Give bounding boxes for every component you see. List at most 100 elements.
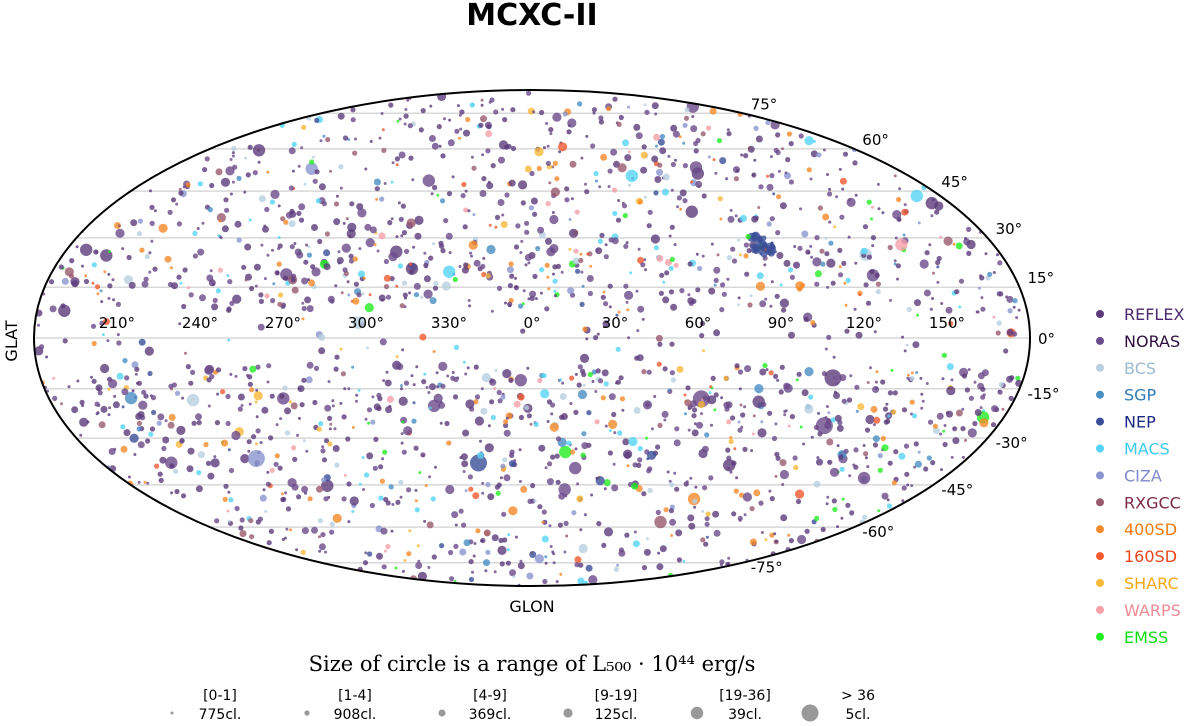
cluster-point [417, 571, 427, 581]
cluster-point [789, 414, 796, 420]
cluster-point [351, 426, 355, 429]
cluster-point [644, 268, 647, 272]
cluster-point [618, 549, 626, 557]
cluster-point [296, 494, 302, 500]
longitude-tick-labels: 210° 240° 270° 300° 330° 0° 30° 60° 90° 120° 150° [99, 314, 965, 332]
cluster-point [673, 243, 677, 247]
cluster-point [279, 417, 283, 421]
cluster-point [636, 329, 640, 333]
cluster-point [788, 331, 795, 339]
cluster-point [332, 445, 340, 452]
cluster-point [877, 207, 881, 211]
cluster-point [524, 229, 530, 235]
cluster-point [534, 554, 545, 564]
cluster-point [526, 413, 533, 419]
cluster-point [495, 490, 501, 496]
cluster-point [187, 286, 190, 290]
cluster-point [331, 399, 335, 403]
cluster-point [431, 142, 439, 150]
cluster-point [52, 395, 58, 401]
cluster-point [739, 214, 747, 222]
cluster-point [537, 226, 545, 234]
cluster-point [846, 197, 856, 207]
longitude-tick-label: 120° [846, 314, 882, 332]
cluster-point [896, 196, 902, 203]
cluster-point [544, 466, 548, 470]
cluster-point [204, 364, 215, 374]
cluster-point [188, 380, 194, 386]
cluster-point [45, 355, 49, 359]
cluster-point [520, 485, 528, 493]
cluster-point [395, 235, 399, 239]
cluster-point [144, 253, 150, 260]
cluster-point [232, 164, 238, 170]
cluster-point [776, 378, 780, 382]
cluster-point [710, 423, 713, 427]
cluster-point [653, 245, 660, 251]
cluster-point [555, 580, 559, 584]
cluster-point [687, 261, 693, 267]
cluster-point [404, 248, 410, 254]
cluster-point [255, 428, 261, 434]
cluster-point [383, 258, 389, 265]
cluster-point [284, 491, 288, 495]
cluster-point [826, 334, 832, 340]
cluster-point [448, 251, 452, 255]
cluster-point [491, 534, 499, 542]
cluster-point [524, 254, 532, 261]
cluster-point [616, 121, 622, 127]
cluster-point [758, 500, 764, 506]
cluster-point [488, 223, 492, 227]
cluster-point [973, 380, 977, 384]
cluster-point [420, 108, 426, 114]
cluster-point [320, 448, 326, 454]
projection-boundary [33, 89, 1031, 587]
cluster-point [585, 134, 589, 138]
cluster-point [623, 449, 633, 459]
cluster-point [866, 381, 870, 384]
cluster-point [481, 153, 485, 157]
cluster-point [601, 369, 609, 377]
cluster-point [593, 335, 599, 341]
cluster-point [554, 176, 560, 182]
cluster-point [563, 520, 569, 527]
cluster-point [339, 186, 343, 190]
cluster-point [701, 193, 707, 199]
cluster-point [726, 131, 732, 137]
cluster-point [775, 455, 781, 461]
cluster-point [966, 226, 972, 232]
cluster-point [872, 435, 880, 443]
cluster-point [460, 193, 466, 199]
cluster-point [469, 251, 473, 255]
cluster-point [173, 468, 179, 474]
cluster-point [414, 488, 418, 492]
cluster-point [795, 498, 802, 505]
cluster-point [305, 376, 313, 384]
cluster-point [255, 415, 259, 419]
cluster-point [747, 145, 755, 153]
cluster-point [153, 209, 157, 213]
cluster-point [243, 190, 247, 194]
cluster-point [778, 389, 784, 395]
cluster-point [569, 160, 577, 168]
cluster-point [546, 420, 550, 423]
cluster-point [551, 211, 555, 214]
cluster-point [940, 468, 943, 472]
cluster-point [37, 323, 40, 327]
cluster-point [641, 369, 647, 375]
cluster-point [581, 431, 587, 437]
cluster-point [499, 476, 503, 480]
cluster-point [52, 376, 56, 380]
cluster-point [461, 181, 467, 188]
cluster-point [743, 153, 749, 159]
cluster-point [647, 487, 653, 493]
cluster-point [542, 578, 548, 585]
cluster-point [774, 451, 780, 457]
size-legend-caption: Size of circle is a range of L₅₀₀ · 10⁴⁴… [309, 652, 756, 676]
cluster-point [432, 285, 439, 291]
cluster-point [650, 427, 654, 431]
cluster-point [546, 478, 554, 486]
cluster-point [432, 184, 438, 191]
cluster-point [797, 534, 807, 545]
cluster-point [735, 169, 739, 173]
